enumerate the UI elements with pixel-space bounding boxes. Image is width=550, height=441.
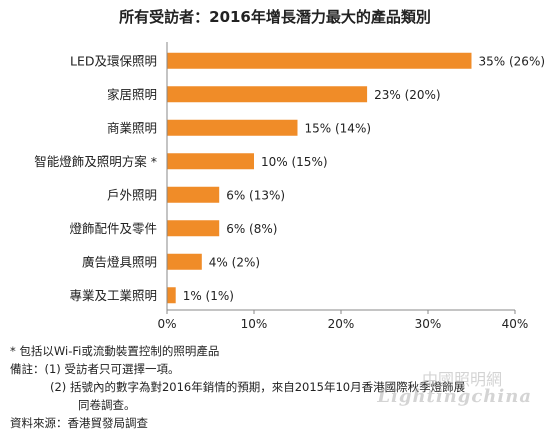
x-tick-label: 10% bbox=[241, 317, 268, 331]
data-label: 23% (20%) bbox=[374, 88, 441, 102]
bar bbox=[167, 186, 220, 203]
watermark-cn: 中國照明網 bbox=[421, 370, 502, 389]
footnote-remark-2: (2) 括號內的數字為對2016年銷情的預期，來自2015年10月香港國際秋季燈… bbox=[50, 380, 466, 394]
bar bbox=[167, 119, 298, 136]
data-label: 35% (26%) bbox=[479, 54, 546, 68]
footnote-remark-2-cont: 同卷調查。 bbox=[78, 398, 136, 412]
category-label: 商業照明 bbox=[107, 120, 157, 135]
data-label: 6% (8%) bbox=[226, 222, 277, 236]
x-tick-label: 20% bbox=[328, 317, 355, 331]
category-label: 廣告燈具照明 bbox=[82, 254, 157, 269]
x-tick-label: 0% bbox=[157, 317, 176, 331]
x-tick-label: 40% bbox=[502, 317, 529, 331]
data-label: 15% (14%) bbox=[305, 121, 372, 135]
x-tick-label: 30% bbox=[415, 317, 442, 331]
data-label: 10% (15%) bbox=[261, 155, 328, 169]
bar bbox=[167, 253, 202, 270]
chart-title: 所有受訪者：2016年增長潛力最大的產品類別 bbox=[119, 8, 431, 26]
bar-chart: LED及環保照明 35% (26%) 家居照明 23% (20%) 商業照明 15% (1… bbox=[34, 42, 546, 331]
watermark-en: Lightingchina bbox=[377, 386, 532, 407]
bar bbox=[167, 287, 176, 304]
bar bbox=[167, 153, 254, 170]
data-label: 6% (13%) bbox=[226, 188, 285, 202]
footnotes: * 包括以Wi-Fi或流動裝置控制的照明產品 備註：(1) 受訪者只可選擇一項。… bbox=[10, 342, 540, 432]
bar bbox=[167, 86, 368, 103]
category-label: 專業及工業照明 bbox=[69, 288, 157, 303]
bar bbox=[167, 52, 472, 69]
footnote-asterisk: * 包括以Wi-Fi或流動裝置控制的照明產品 bbox=[10, 344, 220, 358]
data-label: 1% (1%) bbox=[183, 289, 234, 303]
category-label: LED及環保照明 bbox=[70, 53, 157, 68]
footnote-remark-1: 備註：(1) 受訪者只可選擇一項。 bbox=[10, 362, 180, 376]
category-label: 燈飾配件及零件 bbox=[69, 221, 157, 236]
category-label: 家居照明 bbox=[107, 87, 157, 102]
data-label: 4% (2%) bbox=[209, 255, 260, 269]
bar bbox=[167, 220, 220, 237]
category-label: 智能燈飾及照明方案 * bbox=[34, 154, 157, 169]
footnote-source: 資料來源：香港貿發局調查 bbox=[10, 416, 148, 430]
category-label: 戶外照明 bbox=[107, 187, 157, 202]
